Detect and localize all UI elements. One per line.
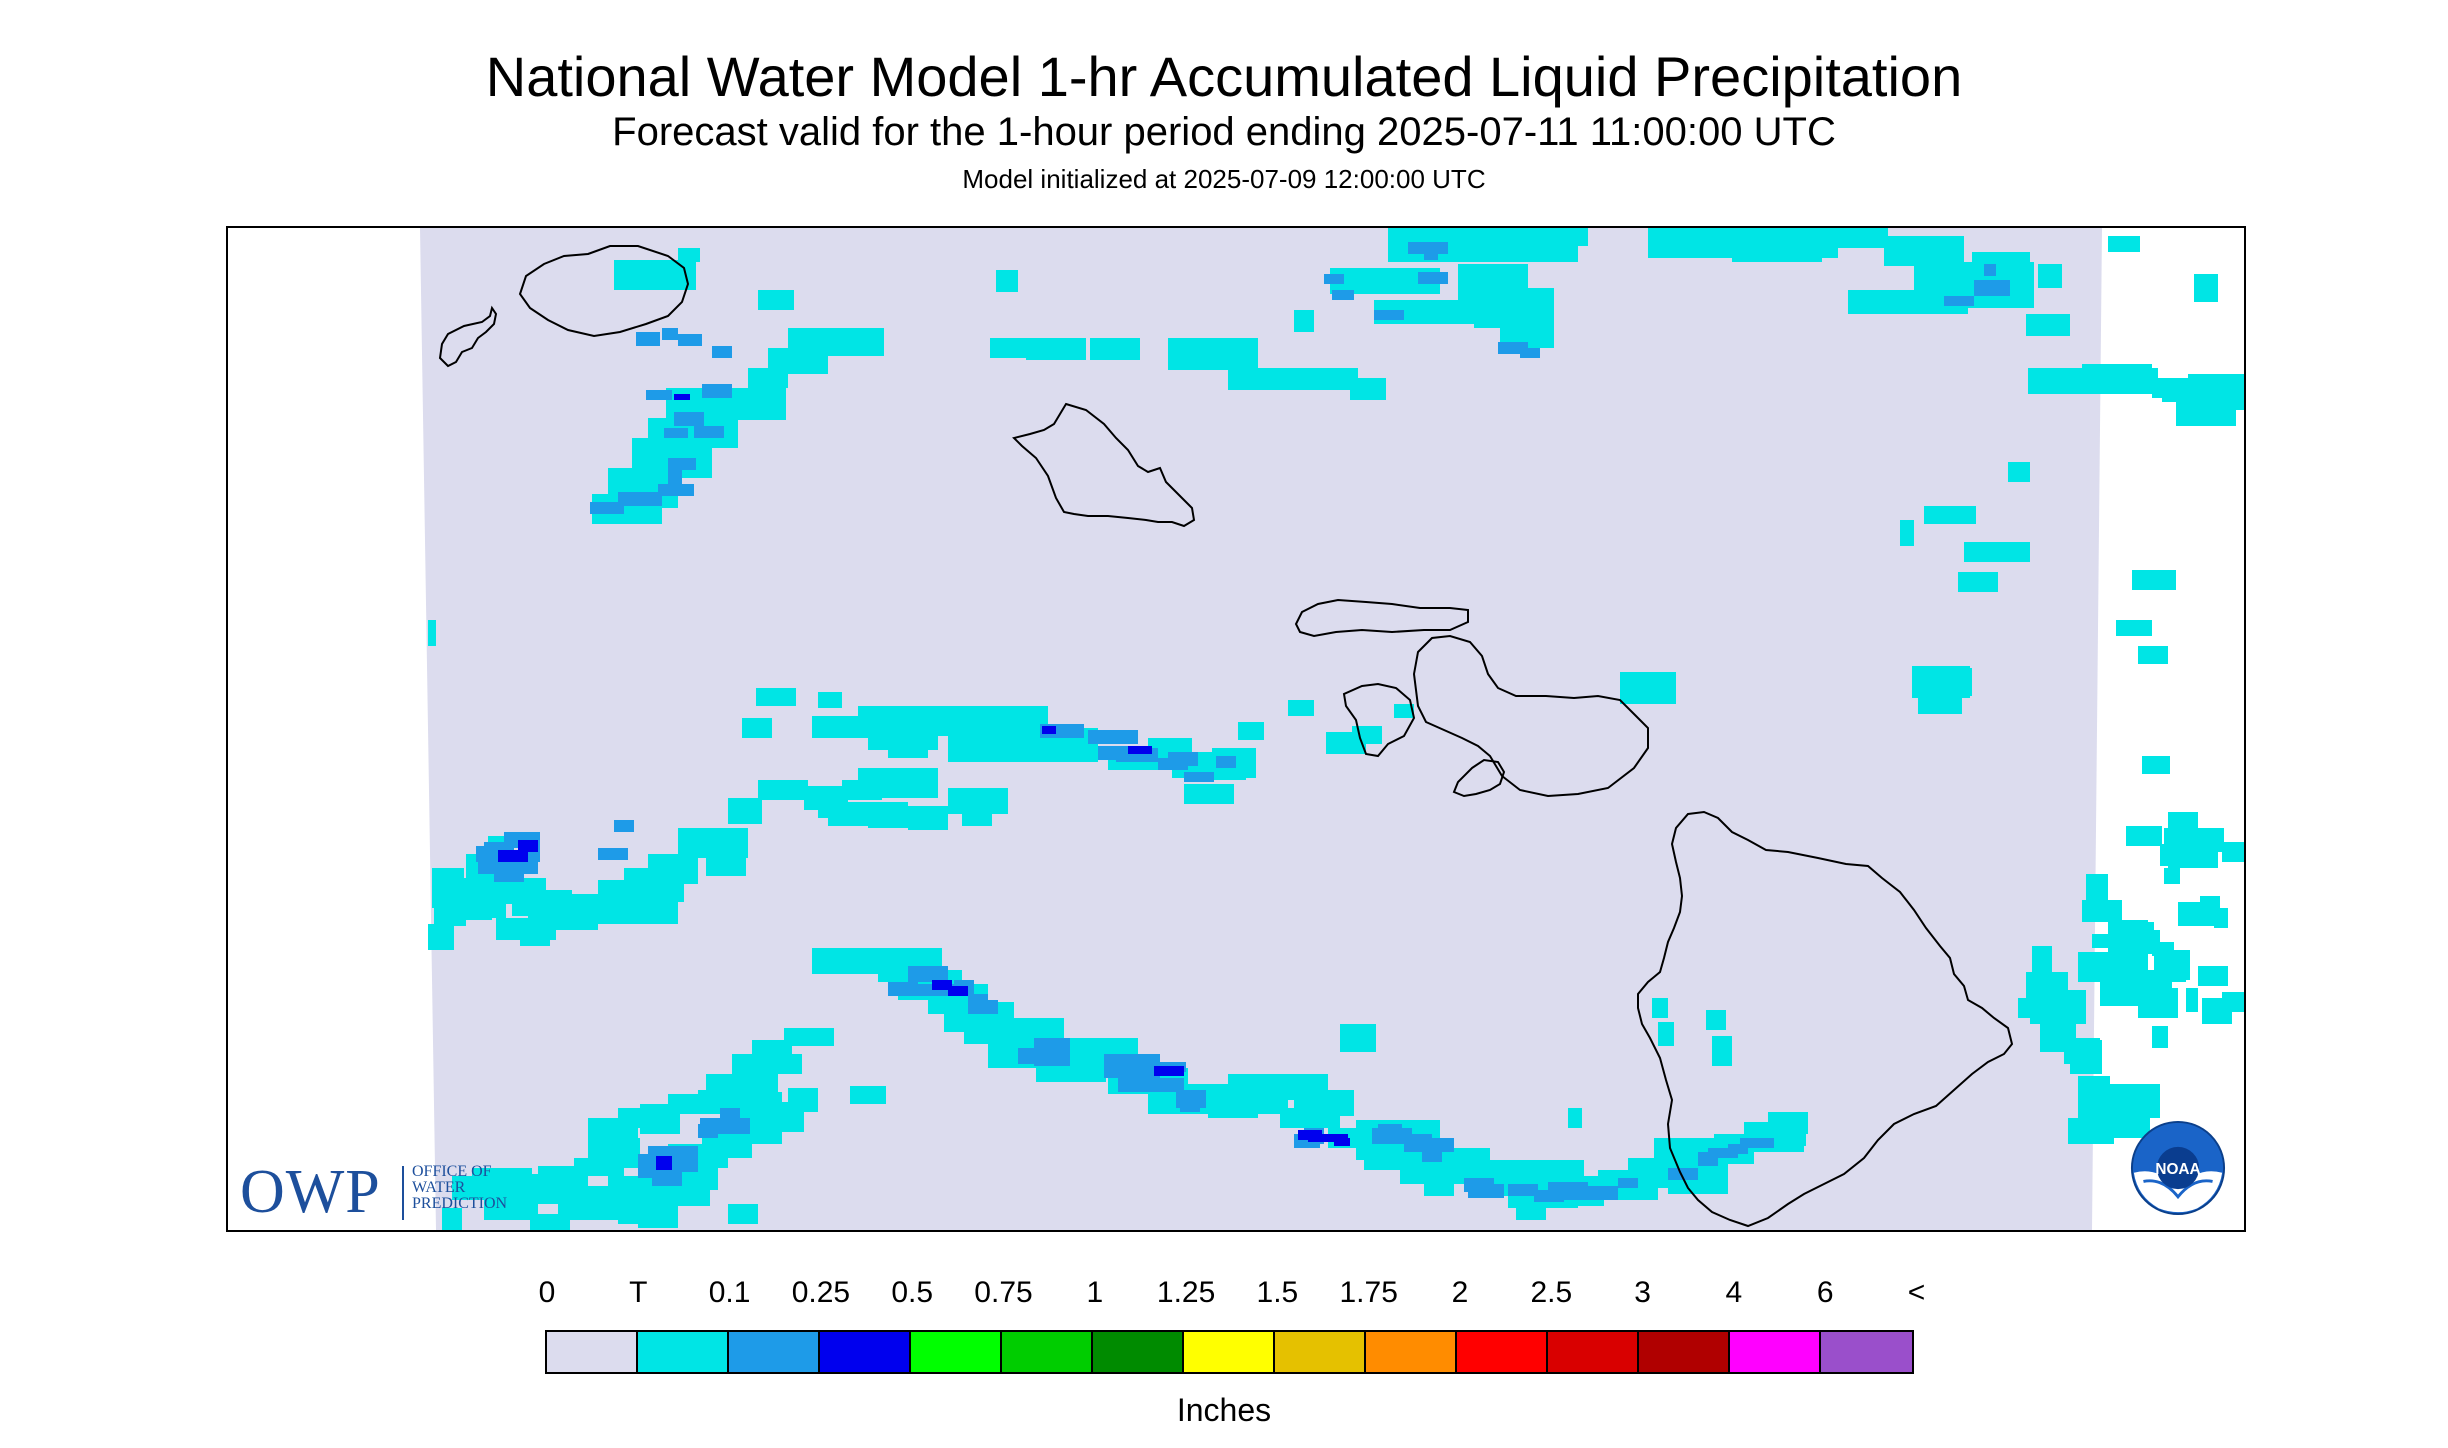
- kauai-coastline: [518, 245, 690, 338]
- noaa-logo-text: NOAA: [2155, 1161, 2200, 1178]
- legend-color-bar: [545, 1330, 1914, 1374]
- legend-label: 1.5: [1256, 1276, 1299, 1309]
- legend-label: 2.5: [1530, 1276, 1573, 1309]
- legend-label: 1: [1086, 1276, 1104, 1309]
- molokai-coastline: [1294, 598, 1469, 638]
- legend-labels: 0 T 0.1 0.25 0.5 0.75 1 1.25 1.5 1.75 2 2.5 3 4 6 <: [0, 1276, 2448, 1316]
- owp-logo-line3: PREDICTION: [412, 1195, 508, 1212]
- precipitation-map: [226, 226, 2246, 1232]
- legend-label: T: [629, 1276, 648, 1309]
- legend-label: 0.1: [708, 1276, 751, 1309]
- owp-logo-subtitle: OFFICE OF WATER PREDICTION: [412, 1164, 507, 1212]
- legend-swatch: [1184, 1332, 1275, 1372]
- legend-swatch: [1002, 1332, 1093, 1372]
- legend-label: 4: [1725, 1276, 1743, 1309]
- legend-label: 2: [1451, 1276, 1469, 1309]
- legend-label: 0.25: [791, 1276, 851, 1309]
- legend-label: 1.75: [1339, 1276, 1398, 1309]
- oahu-coastline: [1012, 402, 1196, 528]
- map-subtitle: Forecast valid for the 1-hour period end…: [612, 110, 1836, 154]
- legend-swatch: [820, 1332, 911, 1372]
- hawaii-coastline: [1637, 810, 2014, 1228]
- legend-swatch: [1639, 1332, 1730, 1372]
- owp-logo-divider: [402, 1166, 404, 1220]
- legend-swatch: [729, 1332, 820, 1372]
- map-title: National Water Model 1-hr Accumulated Li…: [485, 45, 1963, 108]
- legend-units: Inches: [1176, 1392, 1272, 1428]
- precip-trace-areas: [428, 228, 2244, 1230]
- owp-logo-line1: OFFICE OF: [412, 1163, 492, 1180]
- niihau-coastline: [438, 305, 498, 368]
- legend-swatch: [1821, 1332, 1912, 1372]
- precip-blue-areas: [498, 394, 1350, 1170]
- legend-label: 0.75: [974, 1276, 1033, 1309]
- legend-label: 3: [1634, 1276, 1651, 1309]
- legend-label: 6: [1816, 1276, 1834, 1309]
- coastlines: [438, 245, 2014, 1228]
- legend-swatch: [1548, 1332, 1639, 1372]
- model-init-text: Model initialized at 2025-07-09 12:00:00…: [962, 164, 1486, 194]
- legend-swatch: [638, 1332, 729, 1372]
- legend-swatch: [1366, 1332, 1457, 1372]
- legend-label: 1.25: [1156, 1276, 1216, 1309]
- lanai-coastline: [1342, 682, 1416, 758]
- legend-swatch: [1730, 1332, 1821, 1372]
- legend-label: <: [1907, 1276, 1926, 1309]
- legend-label: 0: [538, 1276, 556, 1309]
- legend-label: 0.5: [891, 1276, 934, 1309]
- legend-swatch: [911, 1332, 1002, 1372]
- owp-logo-letters: OWP: [240, 1158, 381, 1226]
- legend-swatch: [1275, 1332, 1366, 1372]
- legend-swatch: [1457, 1332, 1548, 1372]
- noaa-emblem-icon: NOAA: [2130, 1120, 2226, 1216]
- owp-logo-line2: WATER: [412, 1179, 466, 1196]
- kahoolawe-coastline: [1452, 758, 1506, 798]
- legend-swatch: [547, 1332, 638, 1372]
- maui-coastline: [1412, 634, 1649, 798]
- legend-swatch: [1093, 1332, 1184, 1372]
